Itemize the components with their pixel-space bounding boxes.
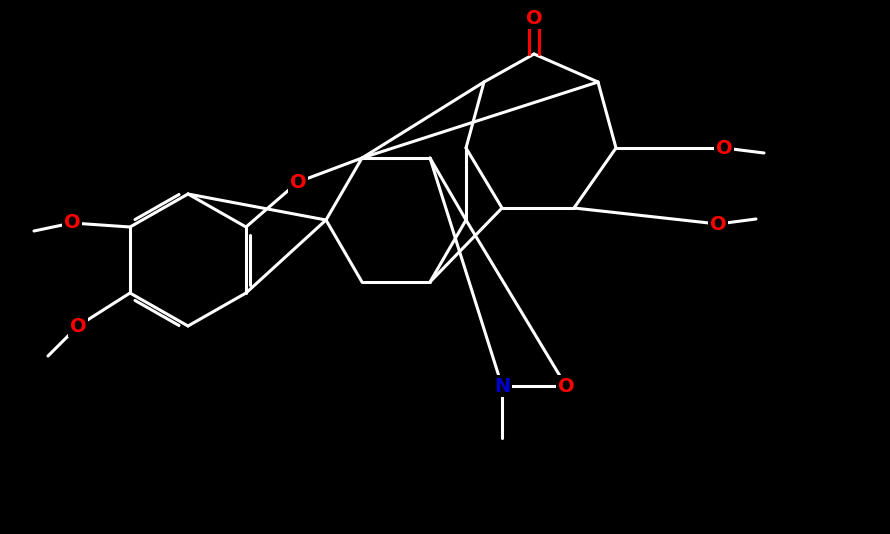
Text: O: O (526, 9, 542, 27)
Text: O: O (69, 317, 86, 335)
Text: O: O (289, 172, 306, 192)
Text: O: O (64, 214, 80, 232)
Text: O: O (709, 215, 726, 233)
Text: O: O (558, 376, 574, 396)
Text: N: N (494, 376, 510, 396)
Text: O: O (716, 138, 732, 158)
